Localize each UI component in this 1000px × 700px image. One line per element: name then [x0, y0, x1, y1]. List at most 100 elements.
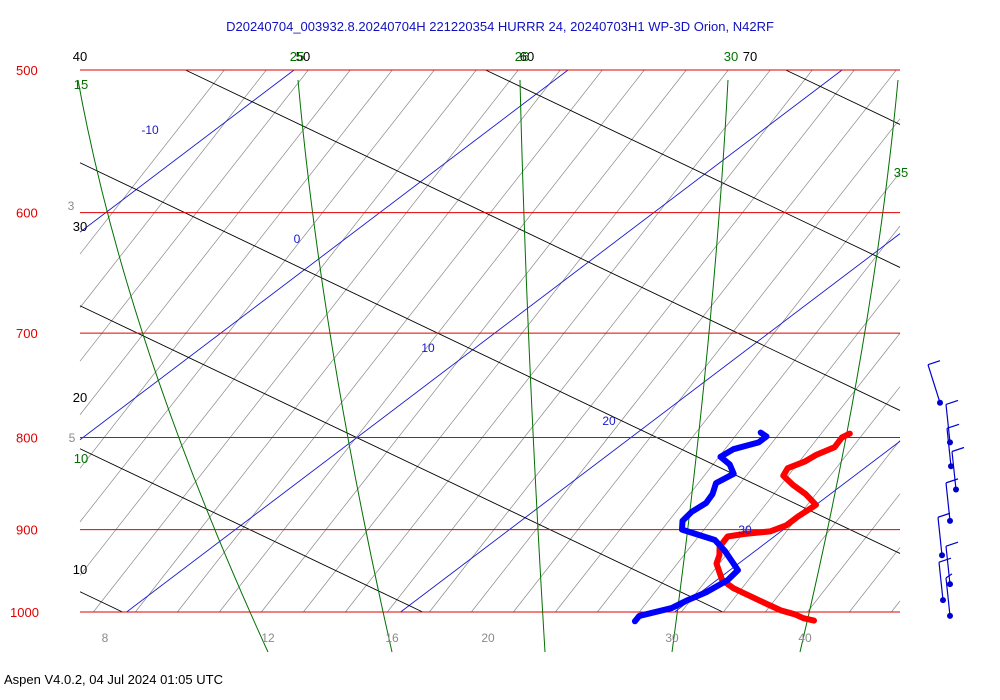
dry-adiabat-line: [485, 69, 901, 268]
wind-barb: [945, 573, 953, 619]
mixing-ratio-line: [261, 69, 687, 613]
chart-title: D20240704_003932.8.20240704H 221220354 H…: [226, 19, 774, 34]
dry-adiabat-label: 10: [73, 562, 87, 577]
wind-barb: [946, 423, 960, 470]
moist-adiabat-label: 35: [894, 165, 908, 180]
wind-barb-feather: [945, 573, 953, 579]
wind-barb-staff: [937, 517, 943, 556]
wind-barb: [945, 478, 959, 524]
moist-adiabat-label: 25: [290, 49, 304, 64]
dry-adiabat-line: [79, 591, 123, 613]
mixing-ratio-line: [807, 493, 901, 613]
pressure-tick-label: 1000: [10, 605, 39, 620]
isotherm-label: 30: [738, 523, 752, 537]
mixing-ratio-line: [471, 69, 897, 613]
dry-adiabat-label: 20: [73, 390, 87, 405]
moist-adiabat-line: [799, 79, 899, 653]
isotherm-line: [79, 69, 569, 441]
wind-barb-staff: [945, 404, 951, 443]
wind-barb-station-dot: [947, 581, 953, 588]
dry-adiabat-label: 30: [73, 219, 87, 234]
wind-barb: [938, 557, 952, 604]
mixing-ratio-label: 8: [102, 631, 109, 645]
dewpoint-trace: [631, 429, 770, 625]
wind-barb-staff: [927, 364, 941, 403]
wind-barb-staff: [945, 577, 951, 616]
wind-barb-feather: [945, 399, 959, 405]
mixing-ratio-line: [555, 172, 901, 613]
mixing-ratio-label: 16: [385, 631, 399, 645]
dry-adiabat-line: [785, 69, 901, 125]
moist-adiabat-line: [519, 79, 546, 653]
mixing-ratio-line: [79, 69, 225, 255]
wind-barb-station-dot: [937, 399, 943, 406]
dry-adiabat-line: [79, 305, 723, 613]
mixing-ratio-line: [79, 69, 435, 523]
chart-labels: 500 600 700 800 900 1000 -10 0 10 20 30 40 50 60 70 30 2…: [10, 49, 908, 645]
wind-barb-staff: [938, 562, 944, 601]
isotherm-label: 20: [602, 414, 616, 428]
wind-barb-feather: [937, 512, 951, 518]
isotherm-line: [126, 69, 843, 613]
mixing-ratio-line: [79, 69, 351, 415]
mixing-ratio-line: [79, 69, 267, 308]
mixing-ratio-line: [79, 69, 309, 362]
footer-version-timestamp: Aspen V4.0.2, 04 Jul 2024 01:05 UTC: [4, 672, 223, 687]
chart-grid: [77, 69, 901, 653]
wind-barb-station-dot: [940, 597, 946, 604]
dry-adiabat-line: [185, 69, 901, 411]
chart-series: [631, 429, 853, 625]
wind-barb-station-dot: [939, 552, 945, 559]
mixing-ratio-line: [303, 69, 729, 613]
pressure-tick-label: 800: [16, 431, 38, 446]
dry-adiabat-label: 40: [73, 49, 87, 64]
moist-adiabat-label: 30: [724, 49, 738, 64]
mixing-ratio-line: [429, 69, 855, 613]
mixing-ratio-line: [597, 225, 901, 613]
wind-barb-feather: [927, 360, 941, 366]
mixing-ratio-line: [345, 69, 771, 613]
dry-adiabat-label: 70: [743, 49, 757, 64]
wind-barbs: [927, 360, 965, 619]
wind-barb-station-dot: [947, 517, 953, 524]
mixing-ratio-line: [765, 440, 901, 613]
mixing-ratio-line: [177, 69, 603, 613]
isotherm-label: 10: [421, 341, 435, 355]
wind-barb-feather: [946, 423, 960, 429]
moist-adiabat-line: [77, 79, 269, 653]
temperature-trace: [713, 430, 853, 624]
wind-barb-staff: [945, 546, 951, 585]
mixing-ratio-label: 40: [798, 631, 812, 645]
wind-barb-feather: [945, 478, 959, 484]
isotherm-line: [400, 233, 901, 613]
wind-barb: [945, 541, 959, 588]
mixing-ratio-line: [387, 69, 813, 613]
isotherm-label: -10: [141, 123, 159, 137]
pressure-tick-label: 900: [16, 523, 38, 538]
mixing-ratio-line: [79, 69, 477, 576]
mixing-ratio-label: 3: [68, 199, 75, 213]
mixing-ratio-label: 30: [665, 631, 679, 645]
dry-adiabat-line: [79, 448, 423, 613]
mixing-ratio-label: 5: [69, 431, 76, 445]
mixing-ratio-line: [93, 69, 519, 613]
mixing-ratio-line: [639, 279, 901, 613]
wind-barb-feather: [945, 541, 959, 547]
moist-adiabat-label: 15: [74, 77, 88, 92]
wind-barb-station-dot: [953, 486, 959, 493]
wind-barb: [927, 360, 943, 406]
dry-adiabat-line: [79, 162, 901, 554]
mixing-ratio-line: [79, 69, 393, 469]
pressure-tick-label: 600: [16, 206, 38, 221]
moist-adiabat-line: [297, 79, 393, 653]
wind-barb-staff: [945, 482, 951, 521]
mixing-ratio-line: [849, 547, 901, 613]
mixing-ratio-line: [135, 69, 561, 613]
pressure-tick-label: 500: [16, 63, 38, 78]
wind-barb: [951, 446, 965, 493]
dry-adiabat-label: 50: [296, 49, 310, 64]
mixing-ratio-line: [891, 600, 901, 613]
mixing-ratio-line: [219, 69, 645, 613]
wind-barb-feather: [951, 446, 965, 453]
